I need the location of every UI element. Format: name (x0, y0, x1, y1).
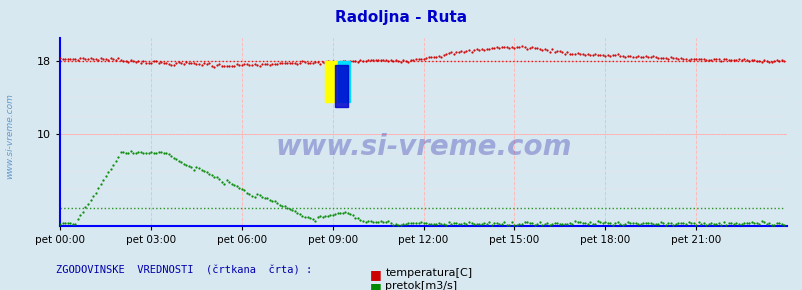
Text: ■: ■ (369, 268, 381, 281)
Text: pretok[m3/s]: pretok[m3/s] (385, 281, 457, 290)
FancyBboxPatch shape (335, 65, 347, 107)
Text: www.si-vreme.com: www.si-vreme.com (5, 93, 14, 179)
Text: www.si-vreme.com: www.si-vreme.com (275, 133, 571, 161)
FancyBboxPatch shape (338, 61, 350, 102)
Text: ■: ■ (369, 281, 381, 290)
Text: temperatura[C]: temperatura[C] (385, 268, 472, 278)
Text: Radoljna - Ruta: Radoljna - Ruta (335, 10, 467, 25)
Text: ZGODOVINSKE  VREDNOSTI  (črtkana  črta) :: ZGODOVINSKE VREDNOSTI (črtkana črta) : (56, 265, 312, 275)
FancyBboxPatch shape (325, 61, 340, 102)
